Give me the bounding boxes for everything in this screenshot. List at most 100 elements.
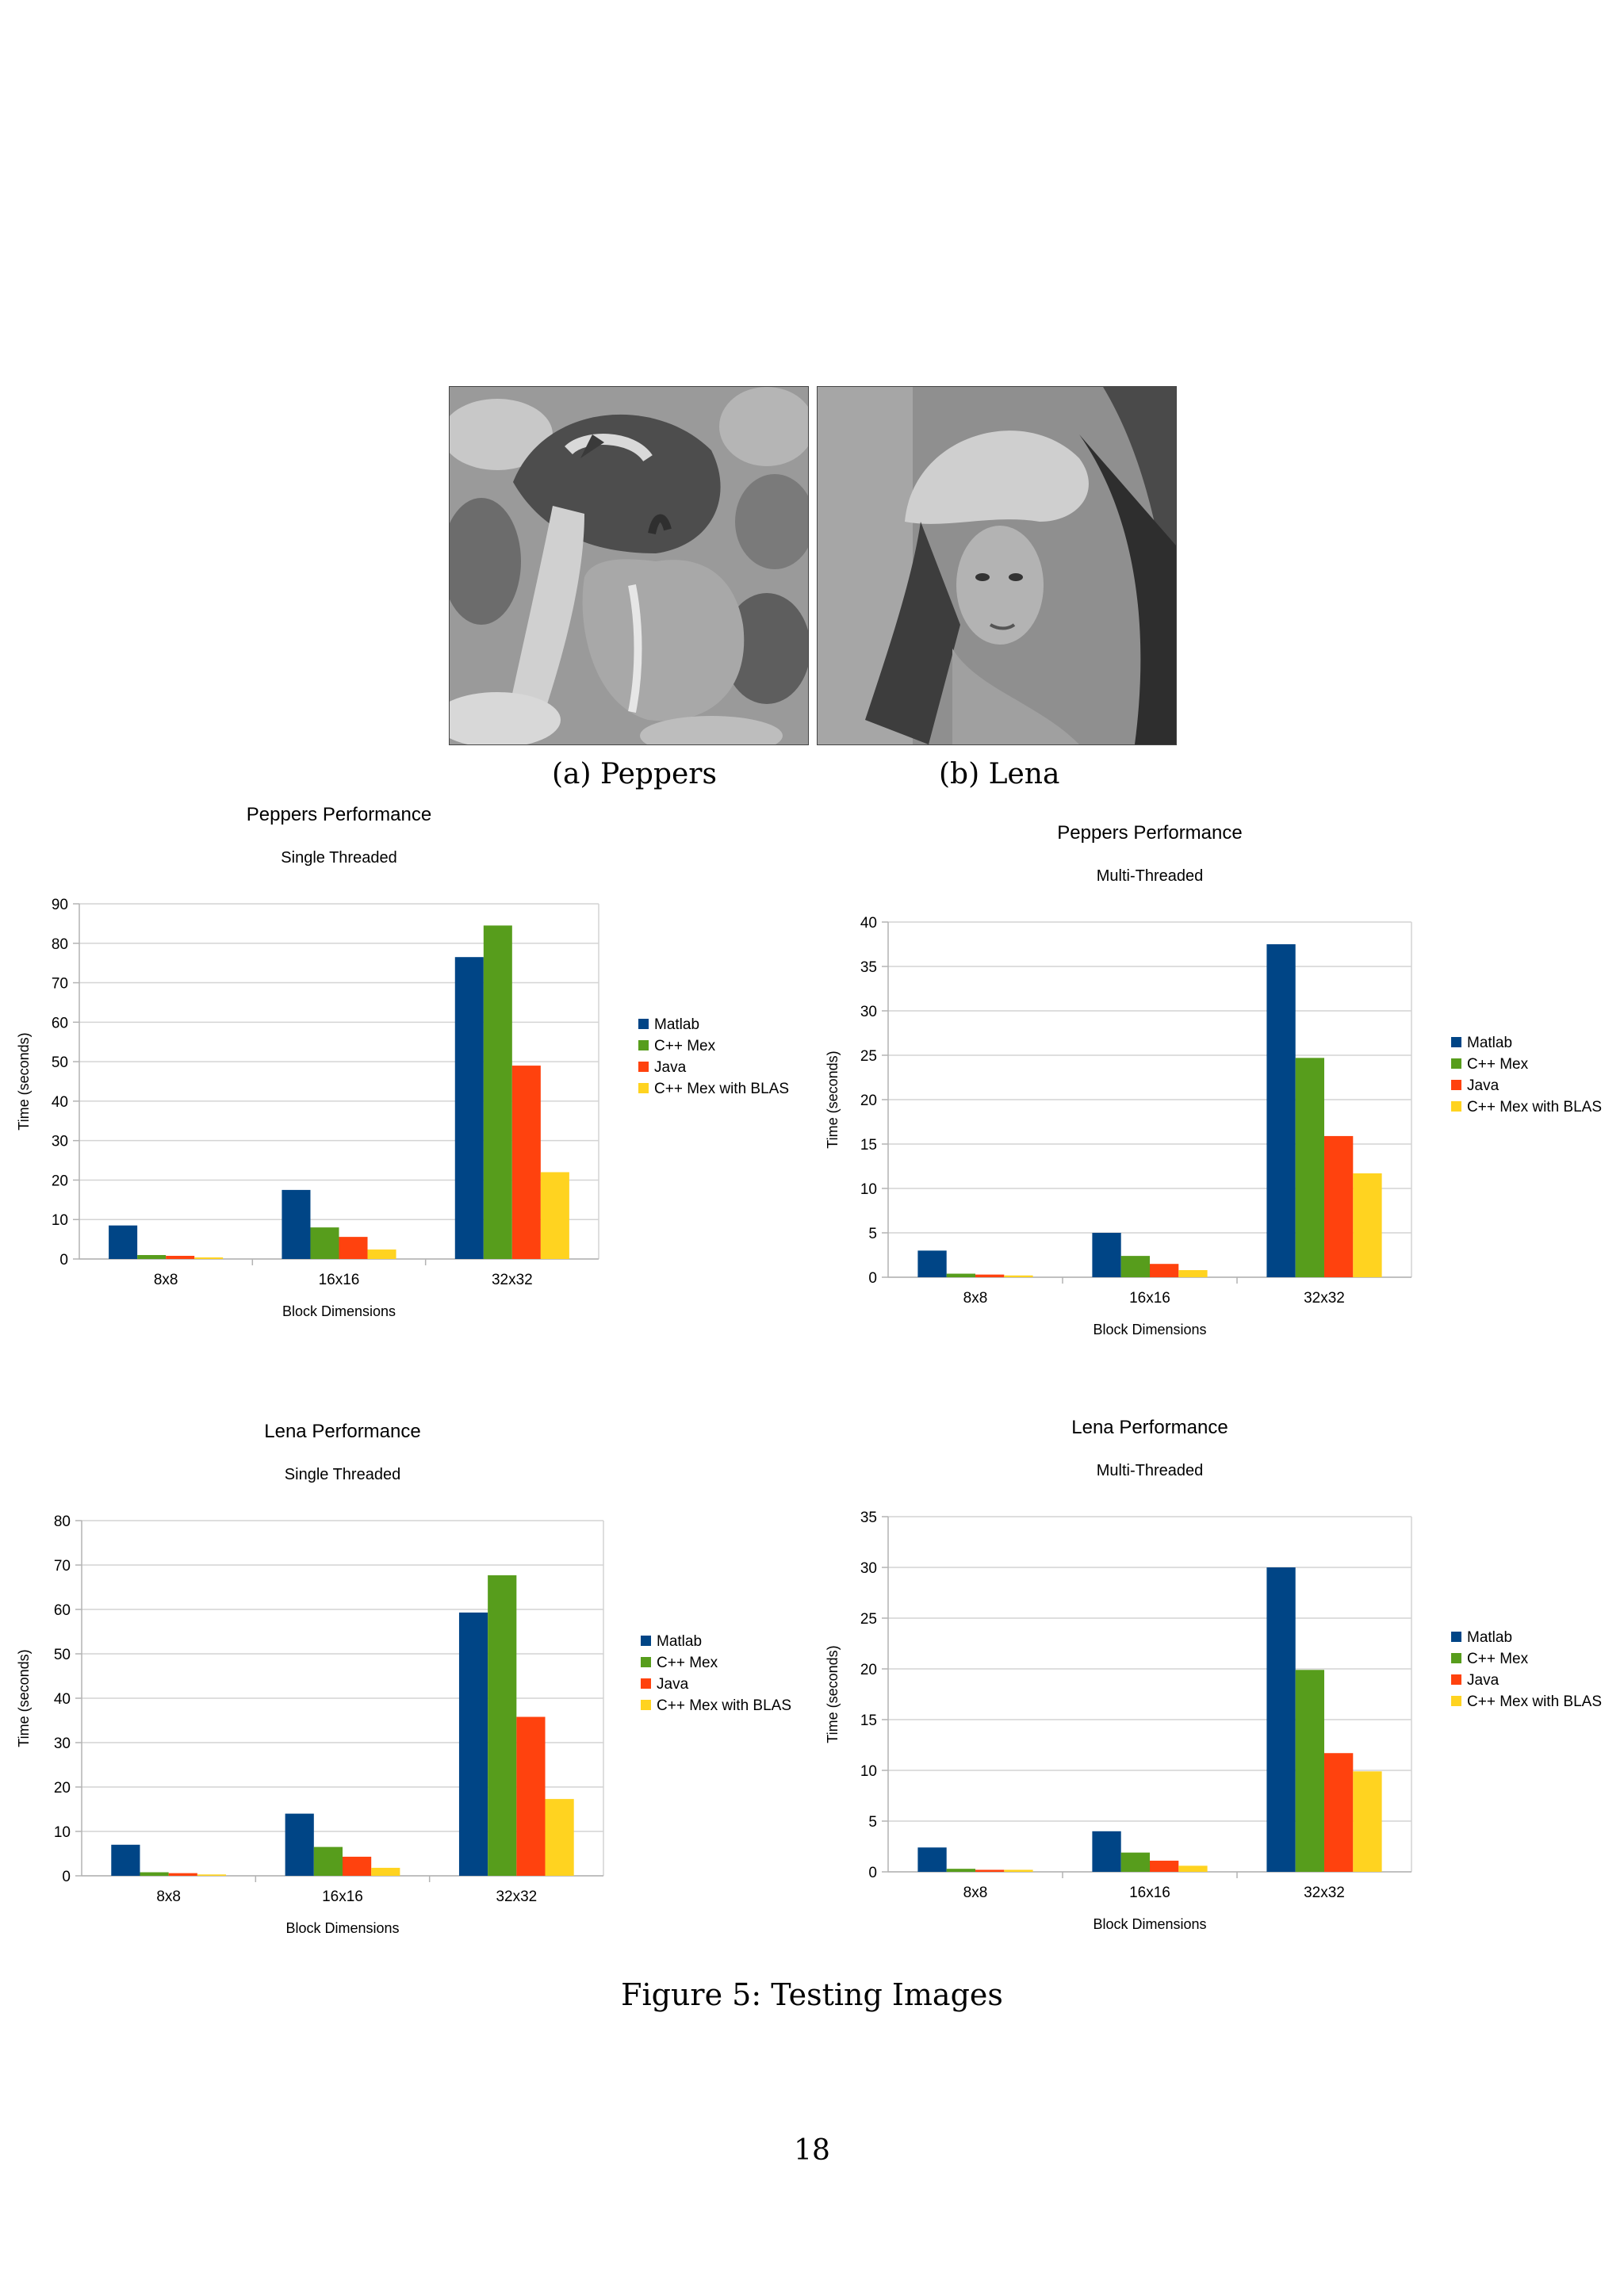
legend-label: C++ Mex with BLAS: [1467, 1099, 1602, 1115]
y-tick-label: 70: [52, 976, 68, 993]
bar: [1324, 1135, 1354, 1277]
legend-label: C++ Mex with BLAS: [1467, 1693, 1602, 1710]
bar: [917, 1250, 947, 1277]
bar: [1092, 1233, 1121, 1277]
y-tick-label: 50: [54, 1647, 71, 1663]
legend-swatch: [1451, 1674, 1461, 1685]
legend-swatch: [1451, 1058, 1461, 1069]
bar: [137, 1255, 167, 1259]
legend-label: C++ Mex: [1467, 1056, 1529, 1073]
x-axis-label: Block Dimensions: [1093, 1916, 1206, 1932]
y-tick-label: 30: [54, 1735, 71, 1752]
bar: [975, 1869, 1005, 1872]
bar: [540, 1172, 569, 1259]
legend-swatch: [638, 1040, 649, 1050]
y-axis-label: Time (seconds): [825, 1645, 841, 1743]
bar: [946, 1273, 975, 1277]
y-tick-label: 0: [62, 1869, 71, 1885]
x-axis-label: Block Dimensions: [285, 1920, 399, 1936]
y-tick-label: 40: [52, 1094, 68, 1111]
bar: [371, 1867, 400, 1876]
bar: [1120, 1852, 1150, 1872]
y-tick-label: 10: [860, 1763, 877, 1780]
y-tick-label: 15: [860, 1137, 877, 1154]
lena-picture: [818, 387, 1176, 744]
y-tick-label: 30: [860, 1004, 877, 1020]
legend-swatch: [1451, 1632, 1461, 1642]
legend-label: Java: [657, 1676, 689, 1693]
bar: [458, 1612, 488, 1876]
y-axis-label: Time (seconds): [825, 1050, 841, 1148]
legend-swatch: [638, 1083, 649, 1093]
bar: [313, 1846, 343, 1876]
bar: [1004, 1275, 1033, 1277]
y-tick-label: 40: [54, 1691, 71, 1708]
chart-subtitle: Multi-Threaded: [1097, 1462, 1204, 1479]
x-tick-label: 16x16: [1129, 1290, 1170, 1307]
legend-swatch: [641, 1700, 651, 1710]
bar: [488, 1575, 517, 1876]
bar: [946, 1869, 975, 1872]
bar: [339, 1237, 368, 1259]
bar: [975, 1274, 1005, 1277]
legend-label: Java: [1467, 1077, 1500, 1094]
bar: [197, 1874, 227, 1876]
bar: [1004, 1869, 1033, 1872]
y-tick-label: 30: [52, 1134, 68, 1150]
chart-lena-single: Lena Performance Single Threaded 0 10 20 30 40…: [16, 1421, 791, 1936]
y-tick-label: 20: [860, 1662, 877, 1678]
legend-label: Matlab: [1467, 1629, 1512, 1646]
bar: [1178, 1270, 1208, 1277]
chart-subtitle: Single Threaded: [281, 849, 396, 867]
chart-title: Peppers Performance: [1057, 822, 1242, 844]
x-tick-label: 8x8: [156, 1888, 181, 1905]
bar: [1178, 1866, 1208, 1872]
y-tick-label: 0: [868, 1270, 877, 1287]
bar: [1353, 1771, 1382, 1872]
bar: [1092, 1831, 1121, 1872]
y-tick-label: 35: [860, 1510, 877, 1526]
chart-title: Lena Performance: [1071, 1417, 1228, 1438]
x-tick-label: 16x16: [322, 1888, 363, 1905]
y-axis-label: Time (seconds): [16, 1649, 32, 1747]
bar: [310, 1227, 339, 1259]
bar: [1120, 1256, 1150, 1277]
lena-image: [817, 386, 1177, 745]
legend-swatch: [1451, 1653, 1461, 1663]
y-tick-label: 25: [860, 1048, 877, 1065]
x-tick-label: 16x16: [319, 1272, 360, 1288]
x-tick-label: 32x32: [1304, 1290, 1345, 1307]
legend-swatch: [641, 1636, 651, 1646]
bar: [343, 1856, 372, 1876]
bar: [1353, 1173, 1382, 1277]
legend-label: Matlab: [1467, 1035, 1512, 1051]
y-tick-label: 90: [52, 897, 68, 913]
x-tick-label: 32x32: [1304, 1885, 1345, 1901]
peppers-image: [449, 386, 809, 745]
legend-label: C++ Mex: [1467, 1651, 1529, 1667]
legend-label: Java: [654, 1059, 687, 1076]
bar: [454, 957, 484, 1259]
y-tick-label: 80: [54, 1513, 71, 1530]
legend-label: C++ Mex with BLAS: [654, 1081, 789, 1097]
y-tick-label: 20: [52, 1173, 68, 1189]
bar: [168, 1873, 197, 1876]
bar: [545, 1799, 574, 1876]
peppers-picture: [450, 387, 808, 744]
x-axis-label: Block Dimensions: [282, 1303, 396, 1319]
bar: [194, 1257, 224, 1259]
bar: [483, 925, 512, 1259]
bar: [1266, 944, 1296, 1277]
y-tick-label: 10: [860, 1181, 877, 1198]
legend-swatch: [1451, 1037, 1461, 1047]
y-tick-label: 70: [54, 1558, 71, 1575]
caption-lena: (b) Lena: [939, 758, 1060, 790]
bar: [367, 1249, 396, 1259]
y-tick-label: 20: [54, 1780, 71, 1797]
legend-swatch: [638, 1062, 649, 1072]
y-tick-label: 5: [868, 1814, 877, 1831]
y-tick-label: 10: [54, 1824, 71, 1841]
legend-label: C++ Mex: [657, 1655, 718, 1671]
chart-title: Lena Performance: [264, 1421, 420, 1442]
legend-label: C++ Mex with BLAS: [657, 1697, 791, 1714]
